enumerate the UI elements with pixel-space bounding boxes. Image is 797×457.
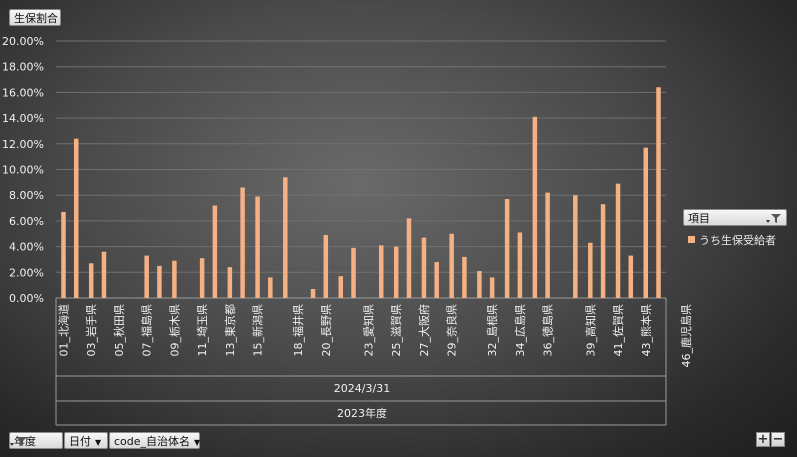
x-category-label: 11_埼玉県 — [195, 304, 209, 357]
bar[interactable] — [338, 276, 344, 298]
x-category-label: 15_新潟県 — [251, 304, 265, 357]
x-category-label: 01_北海道 — [56, 304, 70, 357]
x-category-label: 20_長野県 — [320, 304, 333, 357]
bar[interactable] — [449, 233, 454, 298]
collapse-button[interactable]: − — [771, 432, 785, 447]
dropdown-arrow-icon: ▼ — [194, 438, 201, 447]
bar[interactable] — [199, 258, 205, 298]
bar[interactable] — [157, 265, 162, 298]
y-tick-label: 16.00% — [2, 86, 44, 99]
value-field-label: 生保割合 — [14, 12, 58, 25]
bar[interactable] — [88, 263, 94, 298]
x-category-label: 36_徳島県 — [541, 304, 555, 357]
x-category-label: 29_奈良県 — [445, 304, 459, 357]
legend-item-label: うち生保受給者 — [699, 234, 776, 247]
x-category-label: 23_愛知県 — [361, 304, 375, 357]
group-label-fiscal-year: 2023年度 — [337, 406, 387, 420]
x-category-label: 27_大阪府 — [417, 304, 431, 357]
filter-date-button[interactable]: 日付 ▼ — [64, 432, 108, 449]
bar[interactable] — [61, 211, 66, 298]
bar[interactable] — [656, 87, 661, 298]
bar[interactable] — [351, 247, 356, 298]
bar[interactable] — [545, 192, 550, 298]
bar[interactable] — [144, 255, 149, 298]
bar[interactable] — [477, 271, 482, 298]
bar[interactable] — [240, 187, 245, 298]
bar-series — [61, 87, 661, 298]
x-category-label: 07_福島県 — [140, 304, 154, 357]
x-category-label: 13_東京都 — [223, 304, 237, 357]
y-tick-label: 0.00% — [9, 292, 44, 305]
bar[interactable] — [406, 218, 412, 298]
bar[interactable] — [268, 277, 273, 298]
x-category-label: 09_栃木県 — [167, 304, 181, 357]
x-category-label: 18_福井県 — [291, 304, 305, 357]
group-label-date: 2024/3/31 — [334, 382, 390, 395]
y-tick-label: 14.00% — [2, 112, 44, 125]
funnel-filter-icon[interactable] — [766, 212, 782, 229]
x-category-label: 46_鹿児島県 — [679, 304, 693, 368]
bar[interactable] — [489, 277, 495, 298]
filter-date-label: 日付 — [69, 435, 91, 448]
bar[interactable] — [434, 262, 439, 298]
bar[interactable] — [73, 138, 79, 298]
gridlines — [56, 40, 666, 299]
value-field-button[interactable]: 生保割合 — [9, 9, 61, 26]
bar[interactable] — [378, 245, 384, 298]
y-tick-label: 6.00% — [9, 215, 44, 228]
expand-button[interactable]: + — [756, 432, 770, 447]
x-axis-frame — [55, 298, 667, 426]
y-tick-label: 18.00% — [2, 61, 44, 74]
bar[interactable] — [643, 147, 649, 298]
bar[interactable] — [255, 196, 260, 298]
x-category-label: 39_高知県 — [583, 304, 597, 357]
bar[interactable] — [600, 204, 606, 298]
bar[interactable] — [517, 232, 523, 298]
x-category-label: 03_岩手県 — [84, 304, 98, 357]
bar[interactable] — [310, 289, 316, 298]
bar[interactable] — [462, 256, 467, 298]
funnel-filter-icon — [10, 437, 27, 446]
bar[interactable] — [101, 251, 107, 298]
bar[interactable] — [172, 260, 177, 298]
legend-swatch — [688, 236, 695, 243]
bar[interactable] — [421, 237, 427, 298]
filter-code-label: code_自治体名 — [114, 435, 191, 448]
y-tick-label: 20.00% — [2, 35, 44, 48]
y-tick-label: 8.00% — [9, 189, 44, 202]
bar[interactable] — [628, 255, 634, 298]
bar[interactable] — [573, 195, 578, 298]
dropdown-arrow-icon: ▼ — [95, 438, 102, 447]
bar[interactable] — [323, 235, 329, 298]
x-category-label: 25_滋賀県 — [390, 304, 403, 357]
y-tick-label: 12.00% — [2, 138, 44, 151]
x-category-label: 43_熊本県 — [639, 304, 653, 357]
x-category-label: 32_島根県 — [485, 304, 499, 357]
y-axis-tick-labels: 0.00% 2.00% 4.00% 6.00% 8.00% 10.00% 12.00% 14.… — [2, 35, 44, 305]
x-axis-category-labels: 01_北海道 03_岩手県 05_秋田県 07_福島県 09_栃木県 11_埼玉県 13_東… — [56, 304, 693, 368]
y-tick-label: 4.00% — [9, 241, 44, 254]
bar[interactable] — [588, 242, 593, 298]
legend-header-label: 項目 — [688, 212, 710, 225]
x-category-label: 05_秋田県 — [112, 304, 126, 357]
legend-field-header[interactable]: 項目 — [683, 209, 787, 226]
x-category-label: 41_佐賀県 — [611, 304, 625, 357]
bar[interactable] — [212, 205, 218, 298]
legend-item: うち生保受給者 — [688, 232, 776, 248]
bar[interactable] — [615, 183, 621, 298]
y-tick-label: 2.00% — [9, 266, 44, 279]
bar[interactable] — [393, 246, 399, 298]
x-category-label: 34_広島県 — [513, 304, 527, 357]
bar[interactable] — [532, 116, 538, 298]
filter-year-button[interactable]: 年度 — [9, 432, 63, 449]
bar[interactable] — [504, 199, 510, 298]
bar[interactable] — [227, 267, 233, 298]
y-tick-label: 10.00% — [2, 164, 44, 177]
filter-code-button[interactable]: code_自治体名 ▼ — [109, 432, 200, 449]
bar[interactable] — [283, 177, 288, 298]
